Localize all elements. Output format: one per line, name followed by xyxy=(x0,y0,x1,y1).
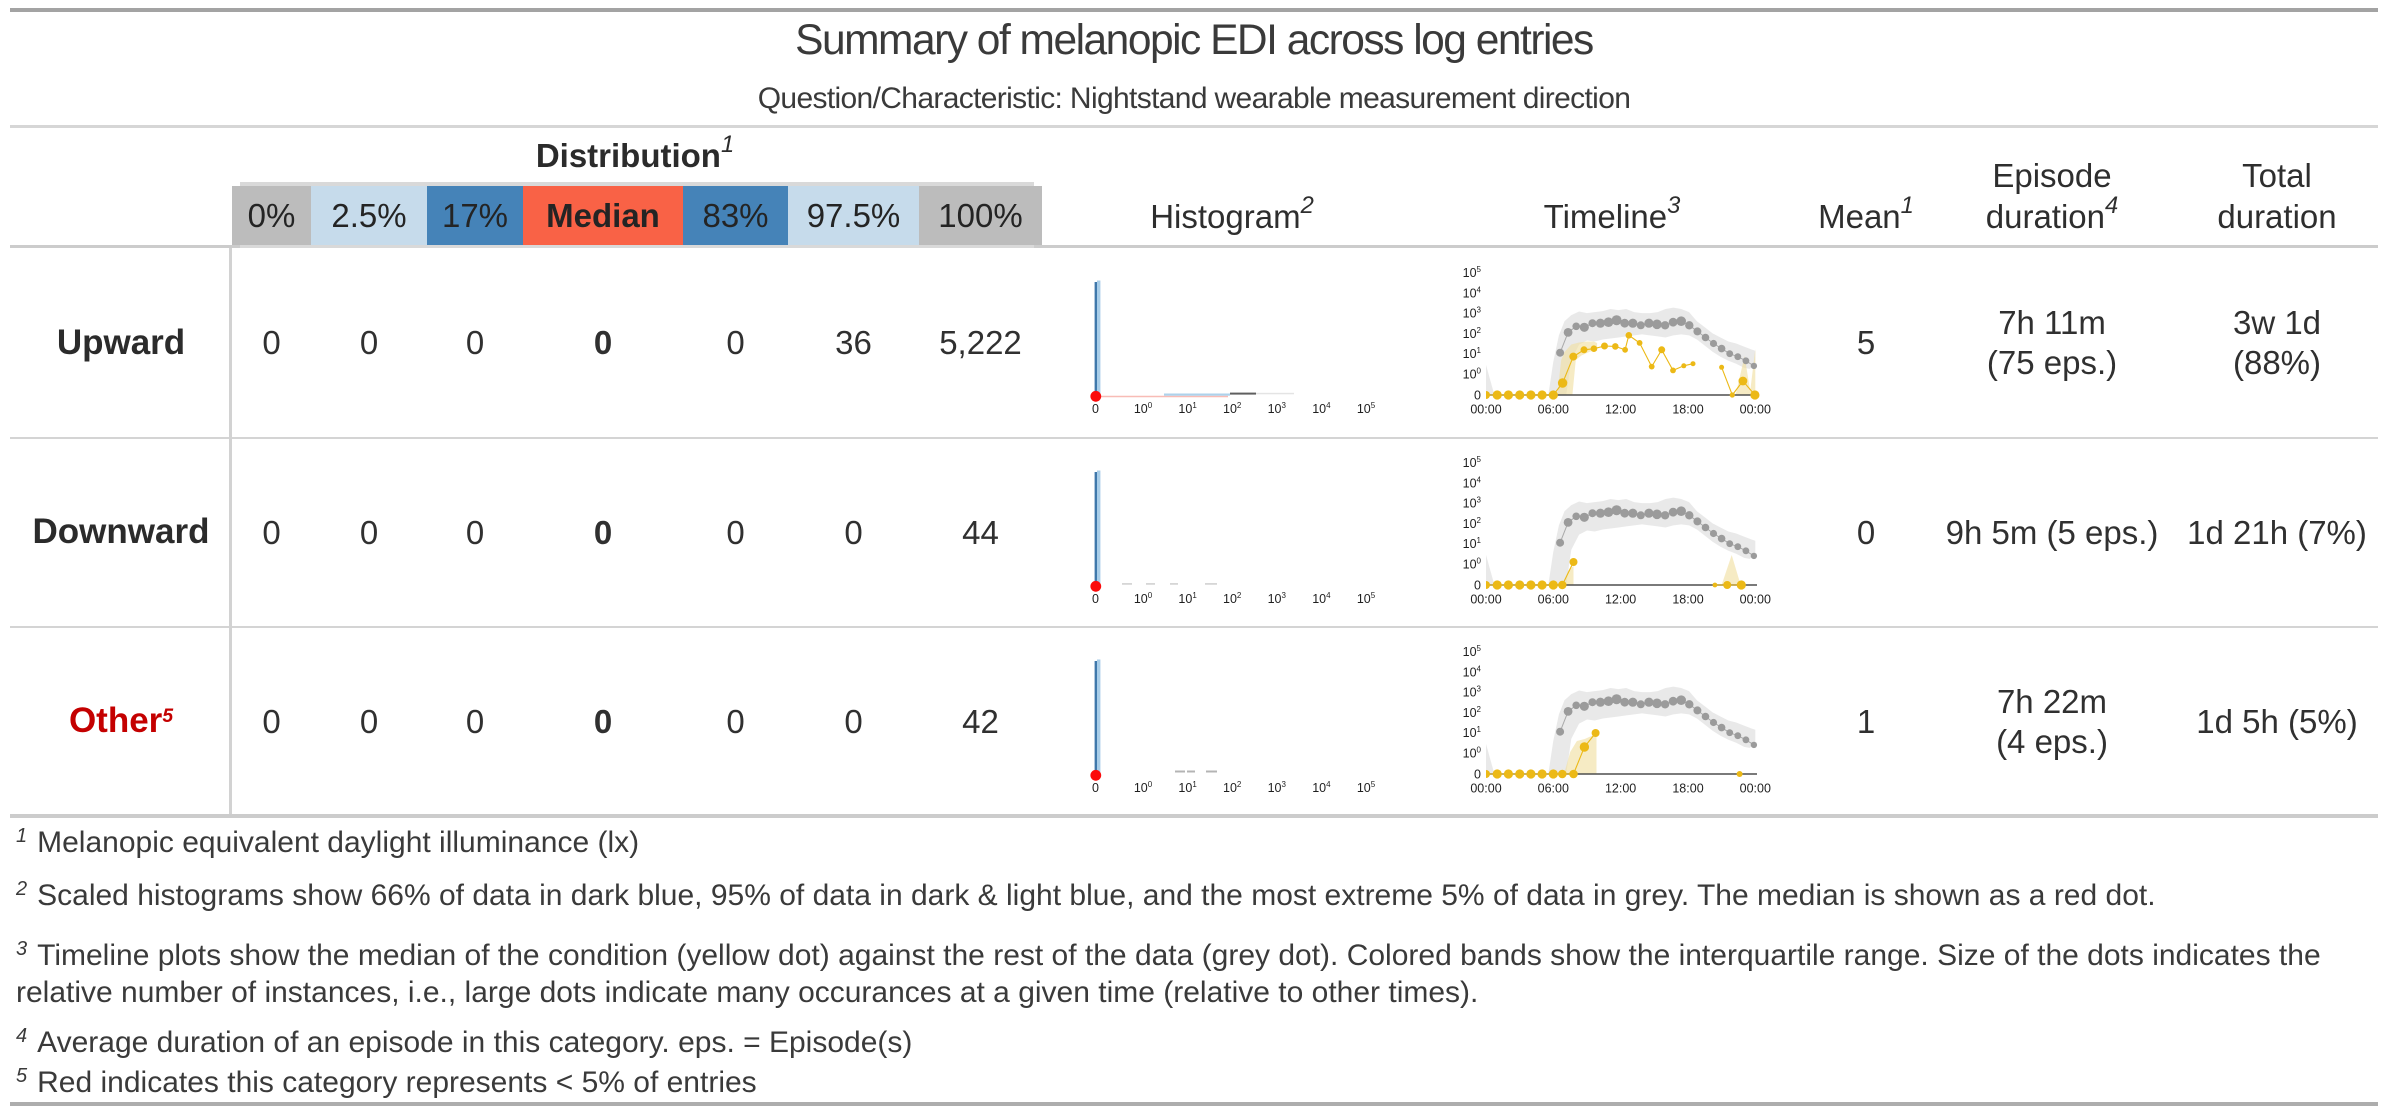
svg-text:101: 101 xyxy=(1463,346,1482,361)
svg-text:103: 103 xyxy=(1268,780,1287,795)
svg-text:101: 101 xyxy=(1463,536,1482,551)
svg-text:104: 104 xyxy=(1312,780,1331,795)
svg-text:104: 104 xyxy=(1463,664,1482,679)
svg-text:0: 0 xyxy=(1474,579,1481,593)
svg-text:103: 103 xyxy=(1268,591,1287,606)
svg-text:104: 104 xyxy=(1463,475,1482,490)
svg-text:100: 100 xyxy=(1134,591,1153,606)
svg-text:12:00: 12:00 xyxy=(1605,593,1636,607)
svg-text:00:00: 00:00 xyxy=(1470,403,1501,417)
svg-text:00:00: 00:00 xyxy=(1740,782,1771,796)
svg-text:102: 102 xyxy=(1463,516,1482,531)
svg-text:105: 105 xyxy=(1463,265,1482,280)
svg-text:12:00: 12:00 xyxy=(1605,403,1636,417)
svg-text:06:00: 06:00 xyxy=(1538,593,1569,607)
svg-text:00:00: 00:00 xyxy=(1740,593,1771,607)
svg-text:18:00: 18:00 xyxy=(1672,593,1703,607)
svg-text:18:00: 18:00 xyxy=(1672,403,1703,417)
svg-text:103: 103 xyxy=(1463,496,1482,511)
svg-text:0: 0 xyxy=(1474,768,1481,782)
svg-text:104: 104 xyxy=(1312,401,1331,416)
svg-text:101: 101 xyxy=(1178,591,1197,606)
svg-text:0: 0 xyxy=(1092,592,1099,606)
svg-text:06:00: 06:00 xyxy=(1538,782,1569,796)
svg-text:105: 105 xyxy=(1357,780,1376,795)
svg-text:102: 102 xyxy=(1223,591,1242,606)
svg-text:101: 101 xyxy=(1178,780,1197,795)
svg-text:105: 105 xyxy=(1463,644,1482,659)
svg-text:105: 105 xyxy=(1357,401,1376,416)
svg-text:18:00: 18:00 xyxy=(1672,782,1703,796)
svg-text:100: 100 xyxy=(1134,401,1153,416)
svg-text:00:00: 00:00 xyxy=(1470,782,1501,796)
svg-text:0: 0 xyxy=(1092,402,1099,416)
svg-text:0: 0 xyxy=(1474,389,1481,403)
svg-text:100: 100 xyxy=(1134,780,1153,795)
svg-text:100: 100 xyxy=(1463,557,1482,572)
svg-text:00:00: 00:00 xyxy=(1470,593,1501,607)
svg-text:103: 103 xyxy=(1463,685,1482,700)
svg-text:102: 102 xyxy=(1463,326,1482,341)
svg-text:105: 105 xyxy=(1463,455,1482,470)
svg-text:0: 0 xyxy=(1092,781,1099,795)
svg-text:101: 101 xyxy=(1178,401,1197,416)
svg-text:104: 104 xyxy=(1312,591,1331,606)
svg-text:00:00: 00:00 xyxy=(1740,403,1771,417)
svg-text:102: 102 xyxy=(1223,401,1242,416)
svg-text:101: 101 xyxy=(1463,725,1482,740)
svg-text:102: 102 xyxy=(1463,705,1482,720)
svg-text:100: 100 xyxy=(1463,367,1482,382)
svg-text:102: 102 xyxy=(1223,780,1242,795)
svg-text:103: 103 xyxy=(1463,306,1482,321)
svg-text:104: 104 xyxy=(1463,285,1482,300)
svg-text:12:00: 12:00 xyxy=(1605,782,1636,796)
svg-text:06:00: 06:00 xyxy=(1538,403,1569,417)
svg-text:100: 100 xyxy=(1463,746,1482,761)
svg-text:105: 105 xyxy=(1357,591,1376,606)
svg-text:103: 103 xyxy=(1268,401,1287,416)
